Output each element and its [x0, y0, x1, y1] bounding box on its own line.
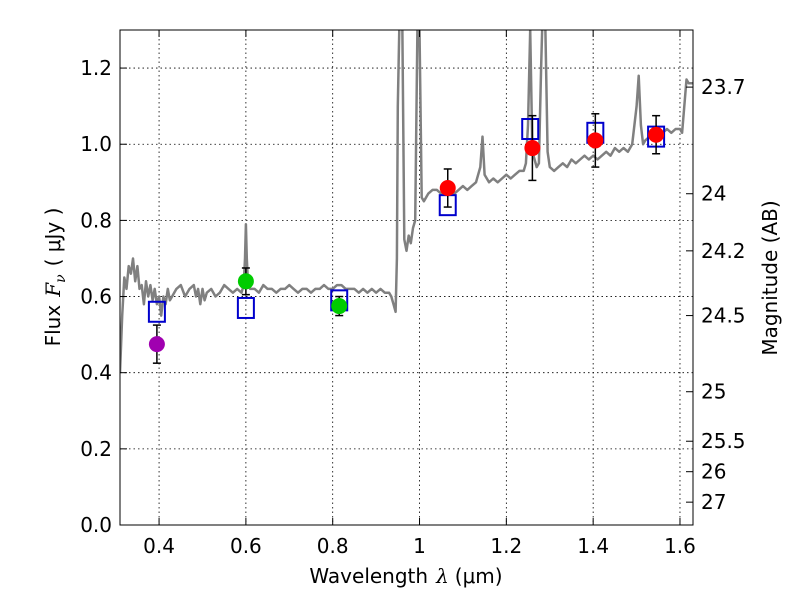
- x-axis-label: Wavelength λ (μm): [309, 564, 502, 588]
- data-marks: [147, 113, 666, 364]
- observed-point: [524, 140, 541, 157]
- y2-tick-label: 24.2: [701, 239, 746, 263]
- model-photometry-square: [236, 296, 255, 319]
- x-tick-label: 0.8: [317, 534, 349, 558]
- x-tick-label: 0.4: [143, 534, 175, 558]
- grid: [120, 30, 693, 526]
- observed-point: [439, 180, 456, 197]
- x-tick-label: 1.6: [664, 534, 696, 558]
- y2-tick-label: 25: [701, 380, 726, 404]
- plot-frame: [119, 29, 694, 526]
- x-tick-label: 1.4: [577, 534, 609, 558]
- x-tick-label: 1.2: [490, 534, 522, 558]
- observed-point: [148, 336, 165, 353]
- y-tick-label: 0.0: [80, 513, 112, 537]
- y2-tick-label: 23.7: [701, 75, 746, 99]
- model-photometry-square: [147, 300, 166, 323]
- y2-tick-label: 26: [701, 460, 726, 484]
- x-tick-label: 0.6: [230, 534, 262, 558]
- y-tick-label: 0.6: [80, 285, 112, 309]
- y2-tick-label: 24: [701, 182, 726, 206]
- y-tick-label: 0.2: [80, 437, 112, 461]
- observed-point: [237, 273, 254, 290]
- x-tick-label: 1: [413, 534, 426, 558]
- y2-tick-label: 27: [701, 490, 726, 514]
- model-spectrum-line: [120, 30, 693, 373]
- y-axis-label: FluxFν( μJy ): [41, 208, 69, 347]
- y2-axis-label: Magnitude (AB): [758, 200, 782, 355]
- observed-point: [587, 132, 604, 149]
- y-tick-label: 0.8: [80, 208, 112, 232]
- axis-ticks: 0.4 0.6 0.8 1 1.2 1.4 1.6 0.0 0.2 0.4 0.6 0.8 1.0 1.2…: [80, 30, 746, 558]
- model-photometry-square: [521, 118, 540, 140]
- observed-point: [331, 298, 348, 315]
- y-tick-label: 1.0: [80, 132, 112, 156]
- y-tick-label: 1.2: [80, 56, 112, 80]
- y2-tick-label: 24.5: [701, 304, 746, 328]
- y2-tick-label: 25.5: [701, 429, 746, 453]
- y-tick-label: 0.4: [80, 361, 112, 385]
- observed-point: [648, 126, 665, 143]
